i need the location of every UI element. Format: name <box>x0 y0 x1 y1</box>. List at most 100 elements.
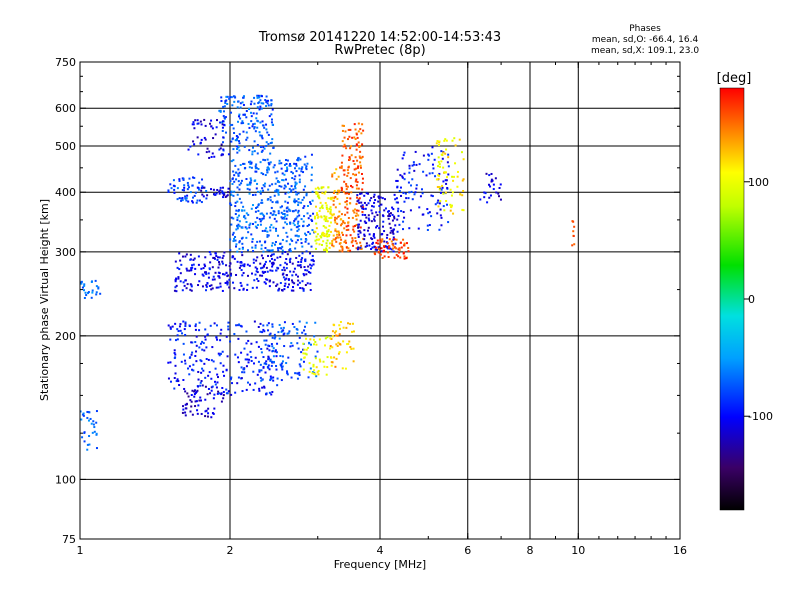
data-point <box>222 148 225 151</box>
data-point <box>250 166 253 169</box>
data-point <box>360 157 363 160</box>
data-point <box>352 330 355 333</box>
data-point <box>192 140 195 143</box>
data-point <box>197 255 200 258</box>
data-point <box>407 246 410 249</box>
data-point <box>204 415 207 418</box>
data-point <box>258 370 261 373</box>
data-point <box>219 109 222 112</box>
data-point <box>269 152 272 155</box>
data-point <box>228 286 231 289</box>
data-point <box>184 255 187 258</box>
data-point <box>262 158 265 161</box>
data-point <box>347 128 350 131</box>
data-point <box>335 330 338 333</box>
data-point <box>209 122 212 125</box>
data-point <box>317 373 320 376</box>
data-point <box>343 173 346 176</box>
data-point <box>370 247 373 250</box>
data-point <box>317 369 320 372</box>
data-point <box>418 163 421 166</box>
data-point <box>327 230 330 233</box>
data-point <box>262 250 265 253</box>
data-point <box>245 236 248 239</box>
data-point <box>329 208 332 211</box>
data-point <box>315 343 318 346</box>
data-point <box>204 138 207 141</box>
data-point <box>351 237 354 240</box>
data-point <box>230 393 233 396</box>
data-point <box>393 215 396 218</box>
data-point <box>271 336 274 339</box>
data-point <box>227 153 230 156</box>
data-point <box>266 198 269 201</box>
data-point <box>347 342 350 345</box>
data-point <box>259 146 262 149</box>
data-point <box>360 192 363 195</box>
data-point <box>361 123 364 126</box>
data-point <box>267 143 270 146</box>
data-point <box>281 355 284 358</box>
data-point <box>83 289 86 292</box>
data-point <box>438 174 441 177</box>
data-point <box>332 199 335 202</box>
data-point <box>256 94 259 97</box>
data-point <box>283 209 286 212</box>
data-point <box>249 222 252 225</box>
data-point <box>95 432 98 435</box>
data-point <box>323 192 326 195</box>
data-point <box>355 144 358 147</box>
data-point <box>355 133 358 136</box>
data-point <box>255 286 258 289</box>
data-point <box>365 216 368 219</box>
data-point <box>286 372 289 375</box>
data-point <box>256 240 259 243</box>
data-point <box>223 251 226 254</box>
data-point <box>418 206 421 209</box>
data-point <box>258 389 261 392</box>
data-point <box>356 159 359 162</box>
data-point <box>311 220 314 223</box>
data-point <box>229 202 232 205</box>
data-point <box>271 263 274 266</box>
data-point <box>434 175 437 178</box>
data-point <box>334 228 337 231</box>
data-point <box>183 186 186 189</box>
data-point <box>245 212 248 215</box>
data-point <box>312 365 315 368</box>
data-point <box>201 193 204 196</box>
data-point <box>232 127 235 130</box>
data-point <box>233 95 236 98</box>
data-point <box>344 367 347 370</box>
data-point <box>184 333 187 336</box>
data-point <box>267 168 270 171</box>
data-point <box>499 198 502 201</box>
data-point <box>185 199 188 202</box>
data-point <box>451 139 454 142</box>
data-point <box>262 356 265 359</box>
data-point <box>296 283 299 286</box>
data-point <box>361 213 364 216</box>
data-point <box>338 324 341 327</box>
data-point <box>403 200 406 203</box>
data-point <box>305 250 308 253</box>
data-point <box>222 153 225 156</box>
data-point <box>215 254 218 257</box>
data-point <box>302 224 305 227</box>
data-point <box>266 347 269 350</box>
data-point <box>230 193 233 196</box>
data-point <box>339 242 342 245</box>
data-point <box>237 146 240 149</box>
data-point <box>270 121 273 124</box>
data-point <box>80 410 82 413</box>
data-point <box>205 151 208 154</box>
data-point <box>342 340 345 343</box>
data-point <box>362 129 365 132</box>
data-point <box>263 339 266 342</box>
data-point <box>189 288 192 291</box>
data-point <box>316 350 319 353</box>
data-point <box>214 367 217 370</box>
data-point <box>236 224 239 227</box>
data-point <box>325 206 328 209</box>
data-point <box>219 189 222 192</box>
